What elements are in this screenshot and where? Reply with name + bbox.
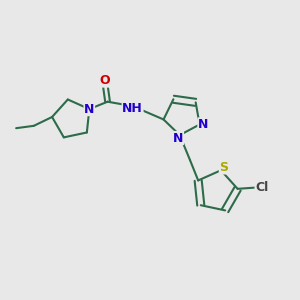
Text: N: N [84,103,94,116]
Text: Cl: Cl [255,181,268,194]
Text: N: N [198,118,208,131]
Text: NH: NH [122,102,143,115]
Text: S: S [219,161,228,174]
Text: N: N [173,131,183,145]
Text: O: O [99,74,110,87]
